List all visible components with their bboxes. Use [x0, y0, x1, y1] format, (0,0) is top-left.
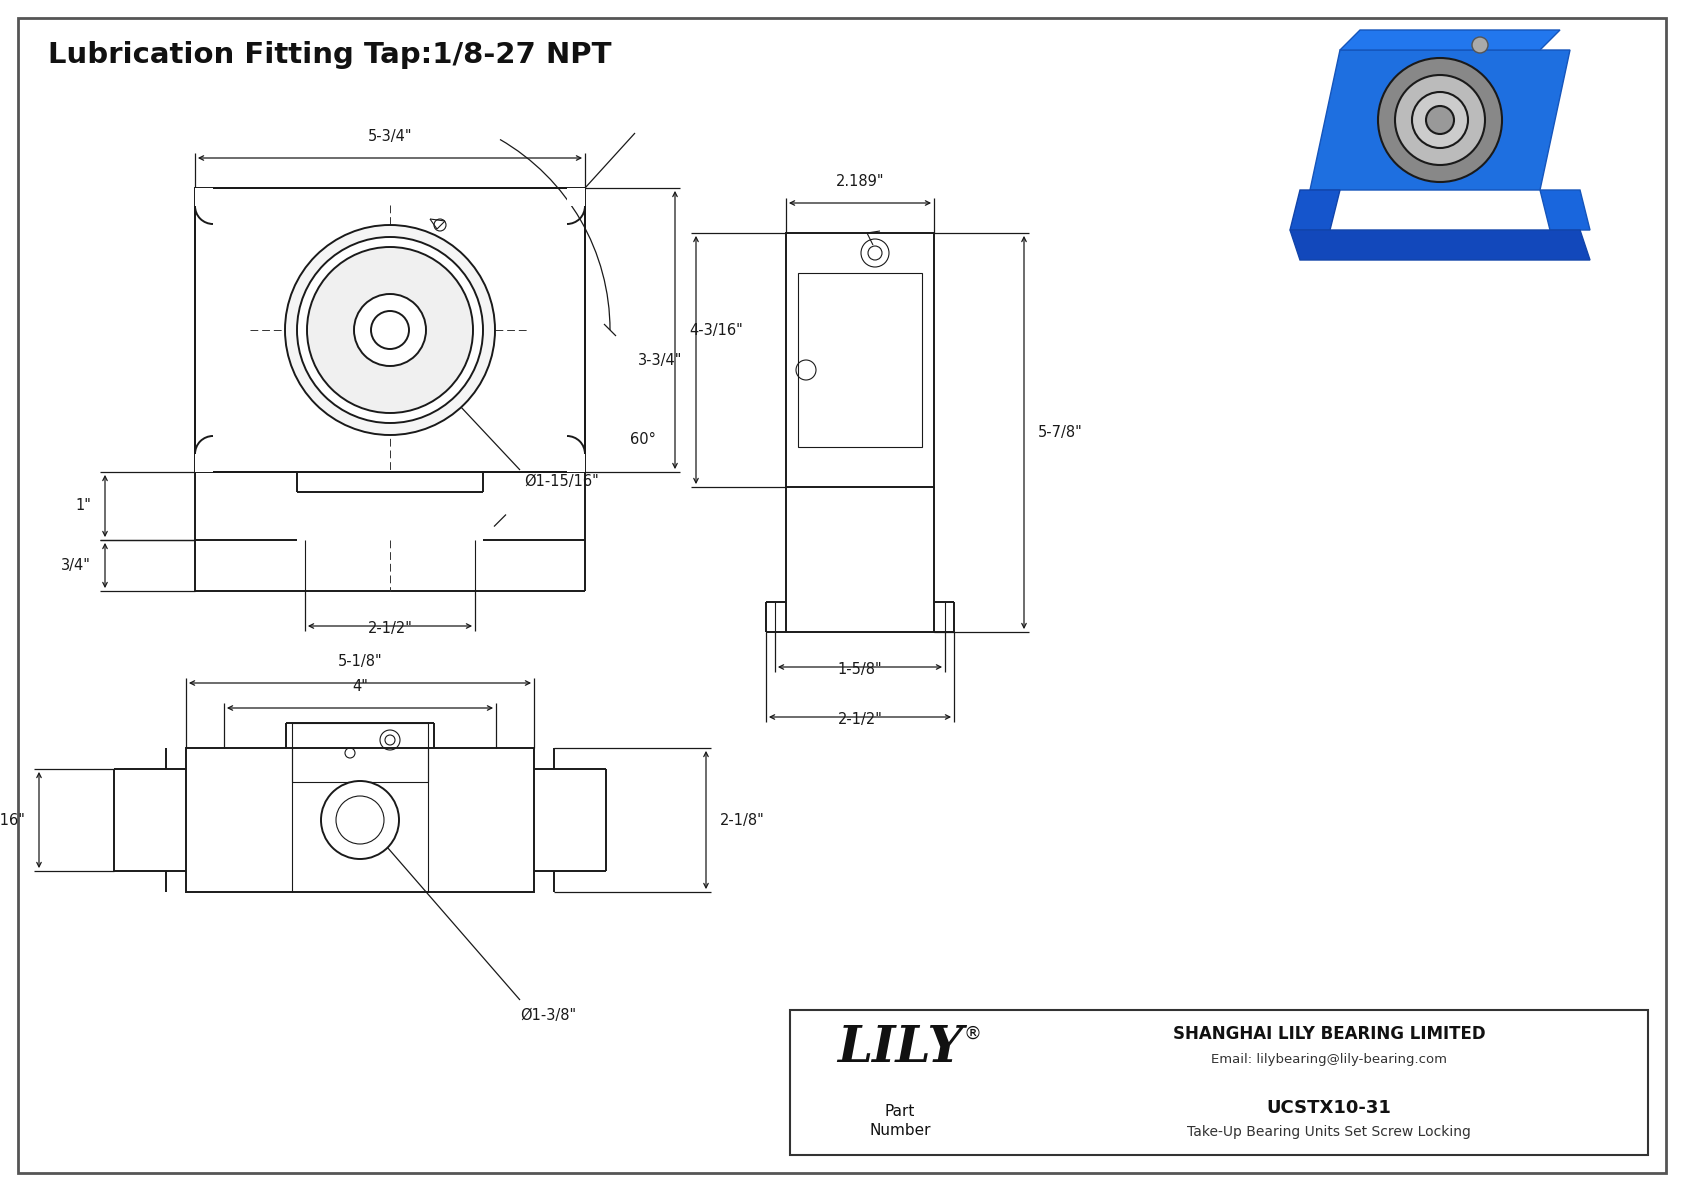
Text: UCSTX10-31: UCSTX10-31 — [1266, 1099, 1391, 1117]
Circle shape — [322, 781, 399, 859]
Text: Lubrication Fitting Tap:1/8-27 NPT: Lubrication Fitting Tap:1/8-27 NPT — [49, 40, 611, 69]
Text: SHANGHAI LILY BEARING LIMITED: SHANGHAI LILY BEARING LIMITED — [1172, 1025, 1485, 1043]
Text: Take-Up Bearing Units Set Screw Locking: Take-Up Bearing Units Set Screw Locking — [1187, 1125, 1470, 1139]
Bar — [798, 273, 923, 447]
Text: 1-1/16": 1-1/16" — [0, 812, 25, 828]
Text: 2-1/2": 2-1/2" — [367, 621, 413, 636]
Bar — [195, 188, 584, 472]
Circle shape — [1472, 37, 1489, 54]
Text: Ø1-3/8": Ø1-3/8" — [520, 1008, 576, 1023]
Text: Ø1-15/16": Ø1-15/16" — [524, 474, 600, 490]
Bar — [568, 188, 584, 206]
Text: 2-1/8": 2-1/8" — [721, 812, 765, 828]
Text: ®: ® — [963, 1025, 982, 1043]
Circle shape — [296, 237, 483, 423]
Polygon shape — [1539, 191, 1590, 230]
Text: 3-3/4": 3-3/4" — [638, 353, 682, 368]
Circle shape — [285, 225, 495, 435]
Circle shape — [306, 247, 473, 413]
Text: 4": 4" — [352, 679, 367, 694]
Bar — [291, 723, 428, 782]
Text: 2.189": 2.189" — [835, 174, 884, 189]
Bar — [568, 454, 584, 472]
Bar — [786, 233, 935, 487]
Text: 60°: 60° — [630, 432, 655, 448]
Text: 4-3/16": 4-3/16" — [689, 323, 743, 337]
Text: 1-5/8": 1-5/8" — [837, 662, 882, 676]
Text: LILY: LILY — [837, 1024, 963, 1073]
Text: 3/4": 3/4" — [61, 559, 91, 573]
Polygon shape — [1310, 50, 1569, 191]
Circle shape — [1426, 106, 1453, 135]
Circle shape — [1394, 75, 1485, 166]
Text: 2-1/2": 2-1/2" — [837, 712, 882, 727]
Circle shape — [1411, 92, 1468, 148]
Polygon shape — [1340, 30, 1559, 50]
Text: 1": 1" — [76, 499, 91, 513]
Polygon shape — [1290, 191, 1340, 230]
Bar — [185, 748, 534, 892]
Bar — [790, 1010, 1649, 1155]
Bar — [195, 188, 212, 206]
Circle shape — [1378, 58, 1502, 182]
Text: 5-7/8": 5-7/8" — [1037, 425, 1083, 439]
Text: 5-3/4": 5-3/4" — [367, 129, 413, 144]
Text: Email: lilybearing@lily-bearing.com: Email: lilybearing@lily-bearing.com — [1211, 1054, 1447, 1066]
Text: Part
Number: Part Number — [869, 1104, 931, 1137]
Text: 5-1/8": 5-1/8" — [338, 654, 382, 669]
Bar — [195, 454, 212, 472]
Circle shape — [354, 294, 426, 366]
Polygon shape — [1290, 230, 1590, 260]
